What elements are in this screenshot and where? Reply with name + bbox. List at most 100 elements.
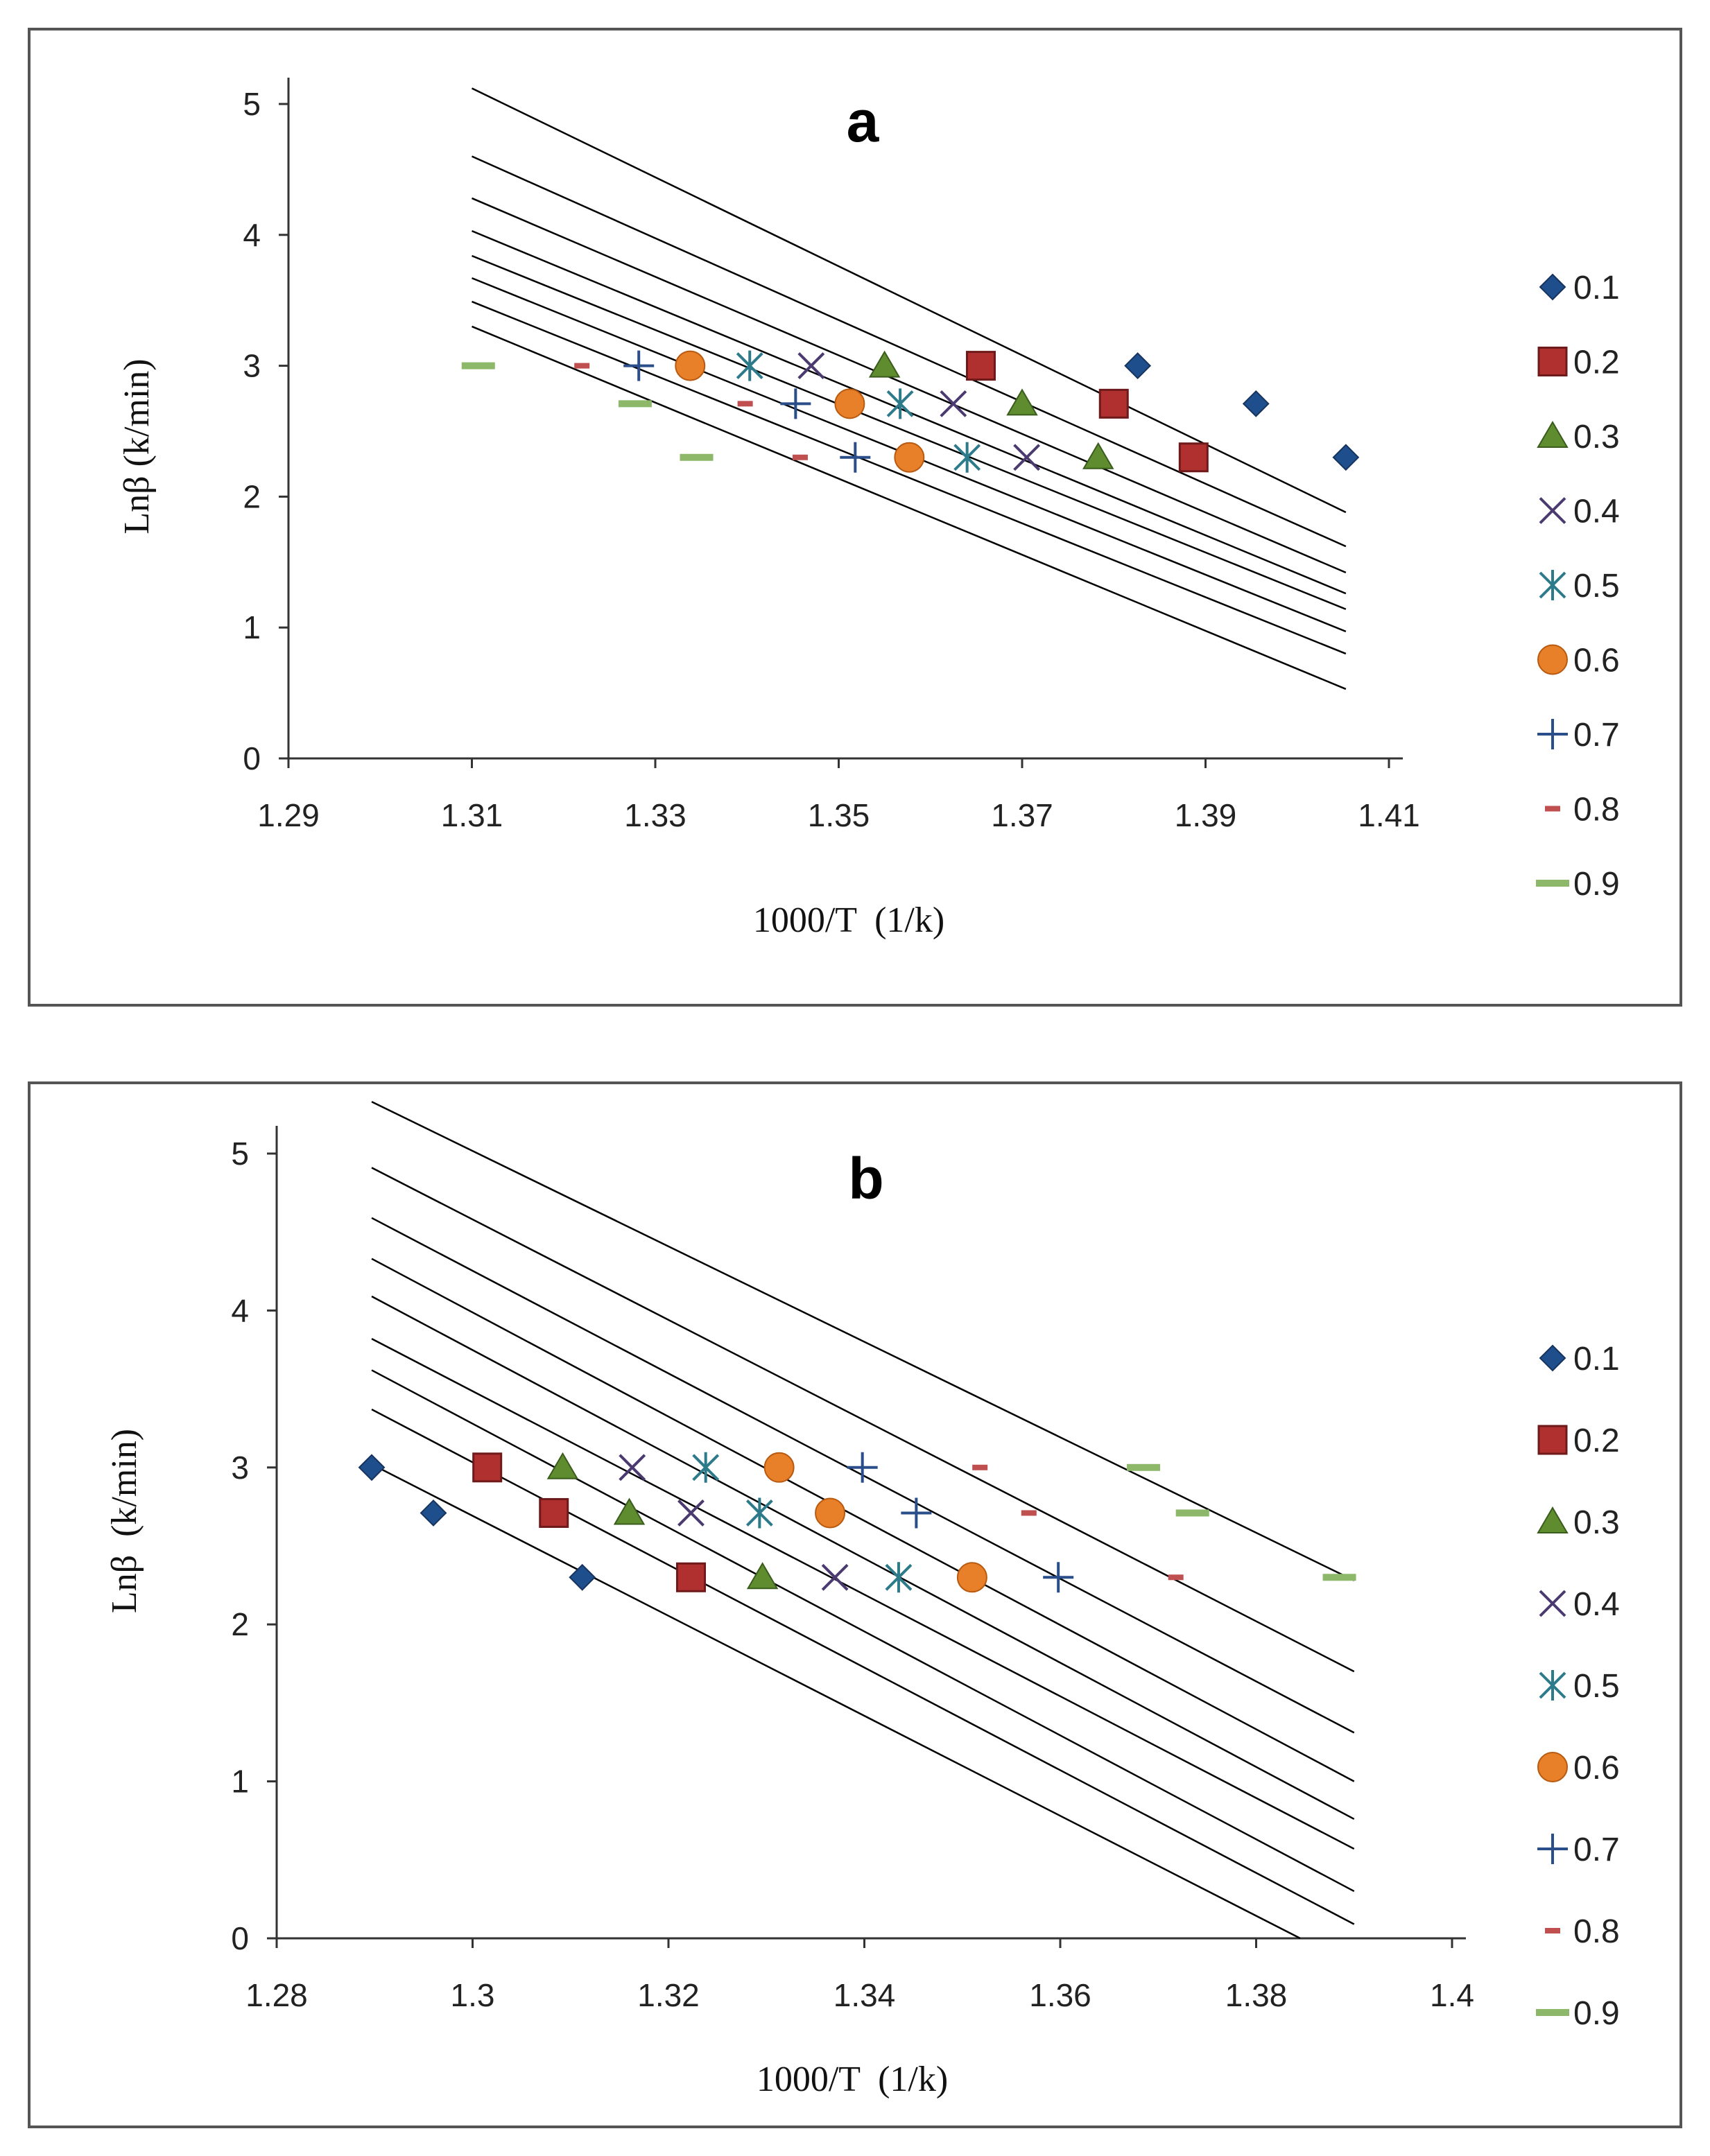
legend-b: 0.1 0.2 0.3 0.4 0.5 0.6 0.7 0.8 0.9 [1536, 1341, 1620, 2032]
series-a-0.3 [868, 350, 1114, 469]
data-point-a-0.3-1 [868, 350, 901, 378]
data-point-b-0.8-3 [1168, 1574, 1184, 1581]
data-point-b-0.9-1 [1127, 1463, 1161, 1471]
fit-line-b-0.9 [371, 1101, 1355, 1581]
legend-label-0.2: 0.2 [1573, 345, 1620, 381]
data-point-a-0.5-2 [886, 388, 914, 419]
data-point-b-0.6-3 [956, 1562, 987, 1593]
data-point-a-0.2-1 [965, 351, 996, 381]
y-tick-label: 0 [243, 740, 261, 776]
data-point-a-0.8-1 [574, 363, 590, 369]
series-a-0.1 [1124, 352, 1360, 471]
chart-a: 0 1 2 3 4 5 1.29 1.31 1.33 1.35 1.37 1.39 1.41 a 1000/… [117, 78, 1620, 940]
legend-marker-0.1 [1539, 273, 1566, 301]
legend-label-0.4: 0.4 [1573, 494, 1620, 530]
chart-panel-a: 0 1 2 3 4 5 1.29 1.31 1.33 1.35 1.37 1.39 1.41 a 1000/… [28, 28, 1682, 1007]
data-point-a-0.3-3 [1082, 442, 1114, 469]
series-b-0.4 [619, 1454, 849, 1591]
data-point-a-0.1-1 [1124, 352, 1152, 380]
legend-marker-0.3 [1537, 1506, 1569, 1533]
data-point-a-0.6-2 [834, 388, 865, 419]
legend-marker-0.6 [1537, 644, 1568, 675]
legend-label-0.3: 0.3 [1573, 419, 1620, 455]
series-a-0.7 [623, 350, 871, 473]
data-point-b-0.1-1 [358, 1454, 386, 1481]
data-point-a-0.1-3 [1332, 444, 1360, 471]
x-axis-title: 1000/T (1/k) [757, 2060, 948, 2099]
chart-panel-b: 0 1 2 3 4 5 1.28 1.3 1.32 1.34 1.36 1.38 1.4 b 1000/T … [28, 1081, 1682, 2128]
series-b-0.9 [1127, 1463, 1356, 1581]
legend-marker-0.5 [1539, 570, 1566, 600]
series-b-0.6 [763, 1452, 987, 1593]
series-b-0.2 [472, 1452, 706, 1592]
data-point-b-0.7-1 [847, 1452, 878, 1483]
y-tick-label: 5 [231, 1136, 249, 1172]
legend-label-0.6: 0.6 [1573, 643, 1620, 679]
data-point-a-0.5-1 [736, 350, 763, 381]
data-point-a-0.8-3 [792, 454, 808, 460]
y-tick-label: 1 [231, 1764, 249, 1800]
data-point-b-0.9-3 [1322, 1574, 1356, 1581]
x-axis-title: 1000/T (1/k) [753, 901, 944, 940]
chart-title: a [847, 89, 880, 154]
data-point-b-0.7-3 [1043, 1562, 1074, 1593]
x-tick-label: 1.28 [245, 1977, 308, 2013]
legend-label-0.5: 0.5 [1573, 568, 1620, 605]
data-point-a-0.6-3 [894, 442, 925, 473]
data-point-b-0.8-1 [972, 1464, 988, 1470]
fit-line-b-0.1 [371, 1463, 1301, 1940]
chart-title: b [848, 1146, 883, 1211]
data-point-a-0.2-2 [1098, 388, 1129, 419]
data-point-b-0.9-2 [1175, 1509, 1209, 1517]
fit-line-a-0.8 [472, 325, 1347, 690]
x-tick-label: 1.38 [1225, 1977, 1288, 2013]
data-point-a-0.5-3 [953, 442, 981, 473]
series-a-0.8 [574, 363, 808, 460]
data-point-a-0.7-3 [840, 442, 871, 473]
x-tick-label: 1.4 [1430, 1977, 1474, 2013]
y-tick-label: 1 [243, 609, 261, 645]
legend-marker-0.8 [1545, 806, 1560, 812]
fit-line-b-0.4 [371, 1338, 1355, 1850]
data-point-b-0.3-1 [546, 1452, 579, 1479]
data-point-b-0.4-3 [821, 1563, 849, 1591]
series-b-0.5 [692, 1452, 913, 1593]
legend-marker-0.8 [1545, 1928, 1560, 1933]
data-point-b-0.5-2 [745, 1497, 773, 1529]
series-a-0.2 [965, 351, 1209, 473]
x-tick-label: 1.35 [808, 797, 870, 833]
data-point-a-0.4-3 [1013, 444, 1041, 471]
data-point-b-0.4-2 [677, 1499, 705, 1527]
series-a-0.5 [736, 350, 981, 473]
y-tick-label: 2 [231, 1606, 249, 1642]
legend-label-0.9: 0.9 [1573, 1995, 1620, 2032]
fit-line-a-0.1 [471, 87, 1347, 514]
data-point-b-0.1-3 [569, 1563, 596, 1591]
y-axis-title: Lnβ (k/min) [117, 358, 157, 534]
data-point-a-0.4-1 [797, 352, 825, 380]
data-point-b-0.7-2 [901, 1497, 932, 1529]
data-point-a-0.7-1 [623, 350, 655, 381]
legend-marker-0.1 [1539, 1344, 1566, 1372]
legend-label-0.9: 0.9 [1573, 866, 1620, 903]
data-point-b-0.6-1 [763, 1452, 795, 1483]
y-tick-label: 4 [243, 217, 261, 253]
series-a-0.4 [797, 352, 1041, 471]
data-point-b-0.2-3 [675, 1562, 706, 1592]
legend-marker-0.2 [1537, 1425, 1568, 1455]
y-tick-label: 0 [231, 1920, 249, 1956]
series-b-0.1 [358, 1454, 596, 1591]
legend-label-0.5: 0.5 [1573, 1668, 1620, 1705]
legend-marker-0.7 [1537, 1834, 1568, 1864]
data-point-b-0.2-2 [539, 1497, 569, 1528]
data-point-b-0.8-2 [1021, 1510, 1037, 1516]
data-point-b-0.2-1 [472, 1452, 503, 1483]
x-tick-label: 1.41 [1358, 797, 1420, 833]
data-point-a-0.2-3 [1178, 442, 1209, 473]
series-b-0.8 [972, 1464, 1184, 1581]
x-tick-label: 1.31 [441, 797, 503, 833]
data-point-b-0.4-1 [619, 1454, 646, 1481]
data-point-a-0.9-3 [680, 453, 714, 461]
series-a-0.6 [675, 350, 925, 473]
x-tick-label: 1.29 [257, 797, 320, 833]
